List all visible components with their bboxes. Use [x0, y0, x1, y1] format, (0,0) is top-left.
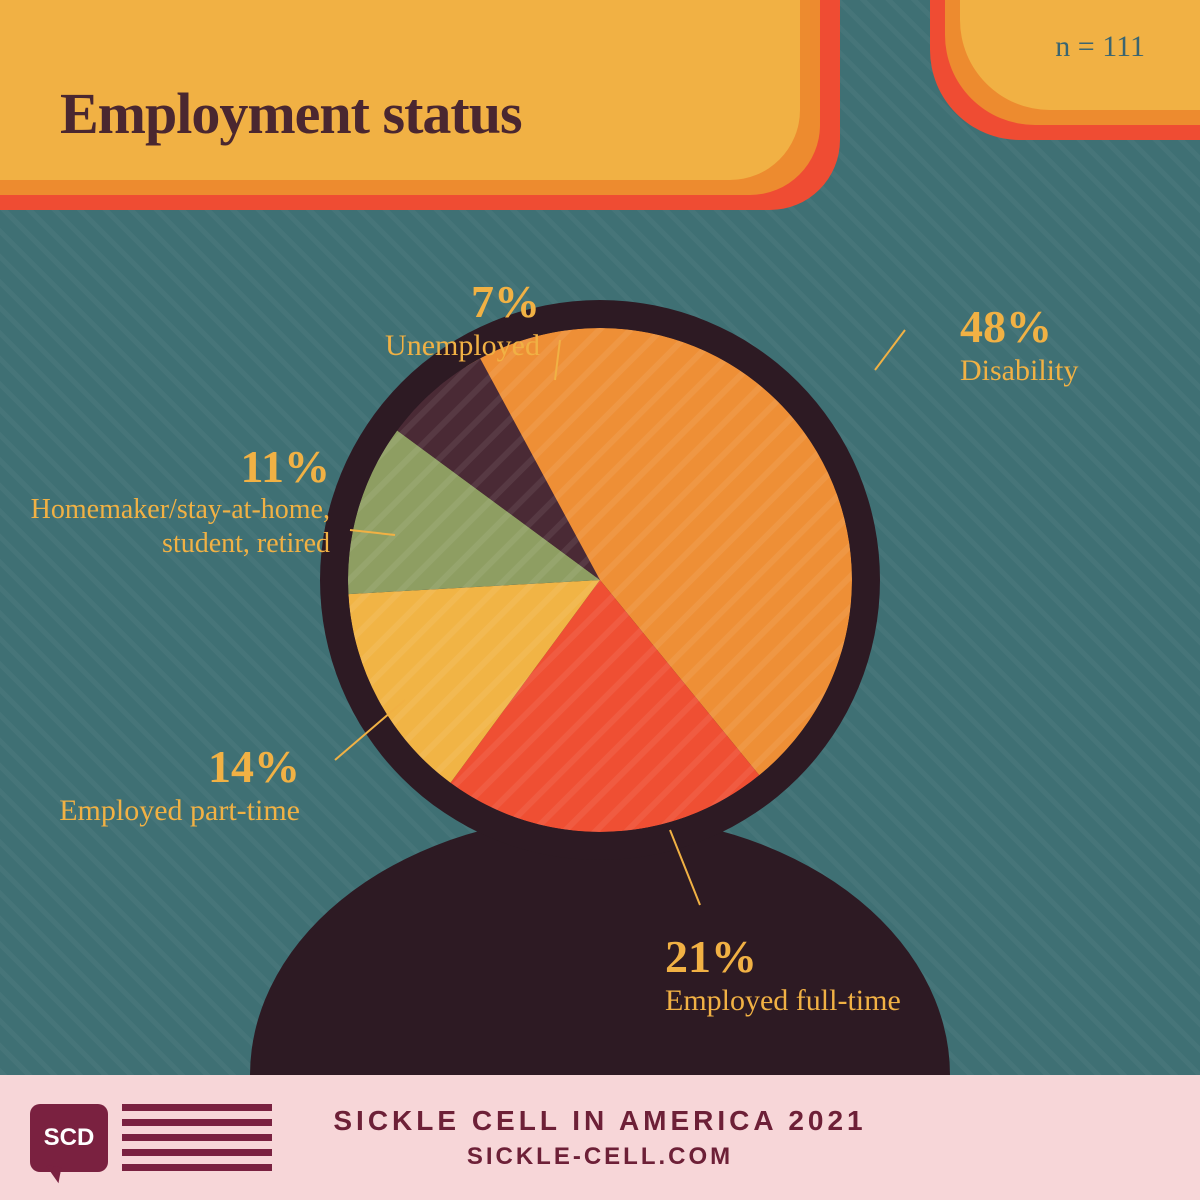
callout-fulltime: 21%Employed full-time — [665, 930, 901, 1019]
footer-url: SICKLE-CELL.COM — [333, 1143, 866, 1171]
callout-unemployed: 7%Unemployed — [385, 275, 540, 364]
callout-label: Unemployed — [385, 328, 540, 364]
pie-slices — [348, 328, 852, 832]
page-title: Employment status — [60, 80, 522, 147]
flag-lines-icon — [122, 1104, 272, 1171]
callout-label: Employed full-time — [665, 983, 901, 1019]
callout-pct: 7% — [385, 275, 540, 328]
callout-label: Disability — [960, 353, 1078, 389]
callout-parttime: 14%Employed part-time — [59, 740, 300, 829]
footer-logo: SCD — [30, 1104, 272, 1172]
scd-badge-icon: SCD — [30, 1104, 108, 1172]
callout-label: Employed part-time — [59, 793, 300, 829]
footer-title: SICKLE CELL IN AMERICA 2021 — [333, 1105, 866, 1137]
callout-disability: 48%Disability — [960, 300, 1078, 389]
callout-pct: 14% — [59, 740, 300, 793]
callout-label: Homemaker/stay-at-home,student, retired — [31, 493, 330, 560]
footer-bar: SCD SICKLE CELL IN AMERICA 2021 SICKLE-C… — [0, 1075, 1200, 1200]
callout-pct: 48% — [960, 300, 1078, 353]
infographic-canvas: Employment status n = 111 48%Disability 2… — [0, 0, 1200, 1200]
callout-other: 11%Homemaker/stay-at-home,student, retir… — [31, 440, 330, 560]
pie-chart — [320, 300, 880, 860]
callout-pct: 21% — [665, 930, 901, 983]
sample-size-label: n = 111 — [1055, 30, 1145, 64]
callout-pct: 11% — [31, 440, 330, 493]
footer-text: SICKLE CELL IN AMERICA 2021 SICKLE-CELL.… — [333, 1105, 866, 1171]
